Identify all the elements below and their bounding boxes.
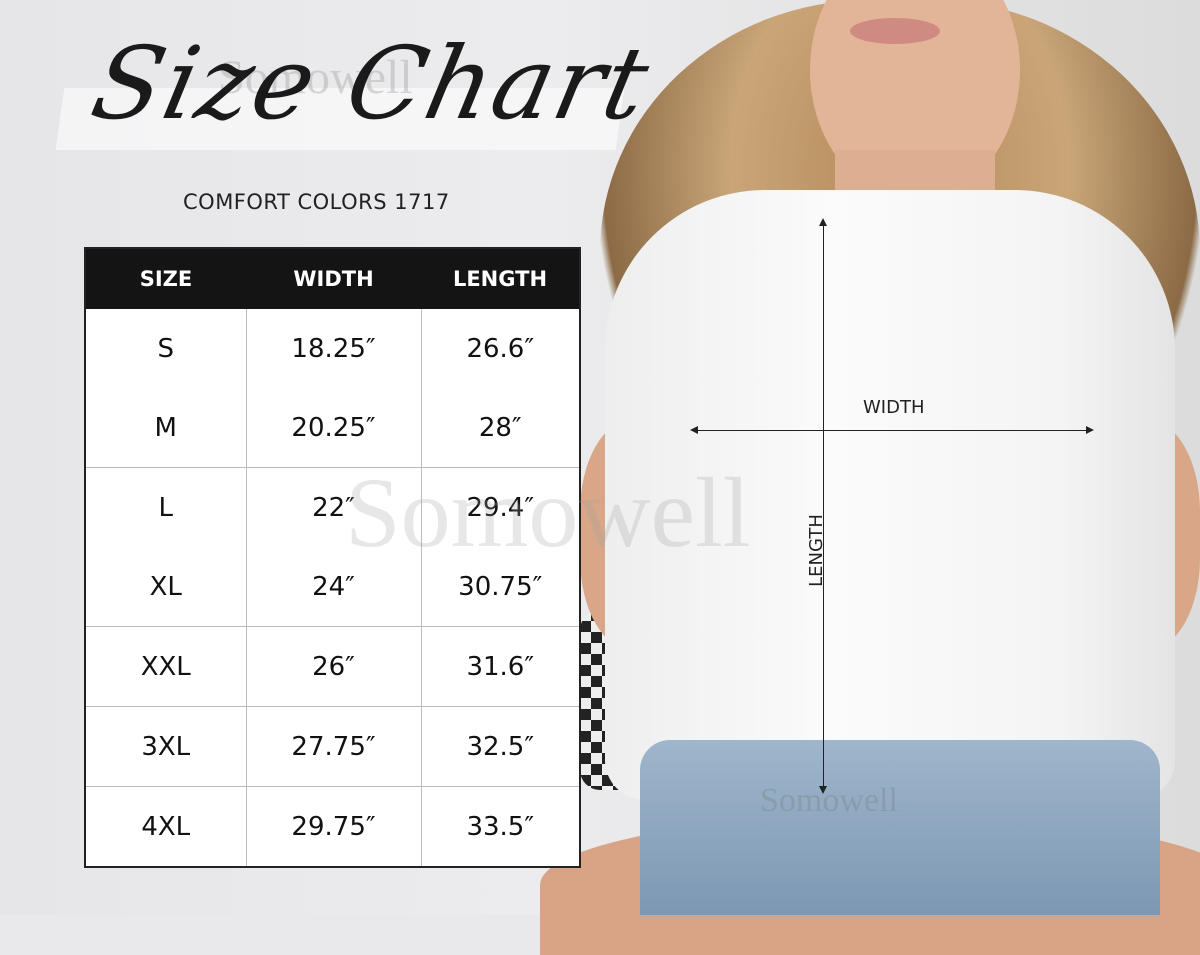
width-label: WIDTH xyxy=(863,397,925,418)
size-cell: 3XL xyxy=(85,706,246,787)
table-row: XL 24″ 30.75″ xyxy=(85,547,580,627)
length-cell: 30.75″ xyxy=(420,547,580,627)
header-width: WIDTH xyxy=(246,248,421,309)
width-cell: 26″ xyxy=(245,626,421,707)
table-header-row: SIZE WIDTH LENGTH xyxy=(85,248,580,309)
length-label: LENGTH xyxy=(805,514,827,587)
size-cell: S xyxy=(157,333,174,364)
watermark-top: Somowell xyxy=(218,51,413,104)
header-length: LENGTH xyxy=(421,248,580,309)
white-tshirt xyxy=(605,190,1175,800)
product-subtitle: COMFORT COLORS 1717 xyxy=(183,190,450,214)
lips xyxy=(850,18,940,44)
table-row: L 22″ 29.4″ xyxy=(85,467,580,547)
watermark-center: Somowell xyxy=(345,457,751,568)
table-row: M 20.25″ 28″ xyxy=(85,388,580,468)
table-row: S 18.25″ 26.6″ xyxy=(85,309,580,388)
length-cell: 29.4″ xyxy=(420,467,580,547)
width-arrow xyxy=(690,426,1094,434)
table-row: 3XL 27.75″ 32.5″ xyxy=(85,706,580,787)
length-cell: 31.6″ xyxy=(420,626,580,707)
size-cell: M xyxy=(154,412,177,443)
width-cell: 22″ xyxy=(245,467,421,547)
length-cell: 26.6″ xyxy=(420,309,580,388)
size-cell: XL xyxy=(149,571,182,602)
length-cell: 32.5″ xyxy=(420,706,580,787)
size-cell: L xyxy=(85,467,246,547)
width-cell: 20.25″ xyxy=(245,388,421,468)
width-cell: 27.75″ xyxy=(245,706,421,787)
length-cell: 28″ xyxy=(420,388,580,468)
width-cell: 18.25″ xyxy=(245,309,421,388)
size-cell: 4XL xyxy=(85,786,246,867)
length-arrow xyxy=(819,218,827,794)
table-row: 4XL 29.75″ 33.5″ xyxy=(85,786,580,867)
size-cell: XXL xyxy=(85,626,246,707)
watermark-bottom: Somowell xyxy=(760,782,898,819)
size-table: SIZE WIDTH LENGTH S 18.25″ 26.6″ M 20.25… xyxy=(84,247,581,868)
header-size: SIZE xyxy=(85,248,246,309)
length-cell: 33.5″ xyxy=(420,786,580,867)
width-cell: 29.75″ xyxy=(245,786,421,867)
denim-shorts xyxy=(640,740,1160,915)
table-row: XXL 26″ 31.6″ xyxy=(85,626,580,707)
page-title: Size Chart xyxy=(82,25,661,142)
width-cell: 24″ xyxy=(245,547,421,627)
